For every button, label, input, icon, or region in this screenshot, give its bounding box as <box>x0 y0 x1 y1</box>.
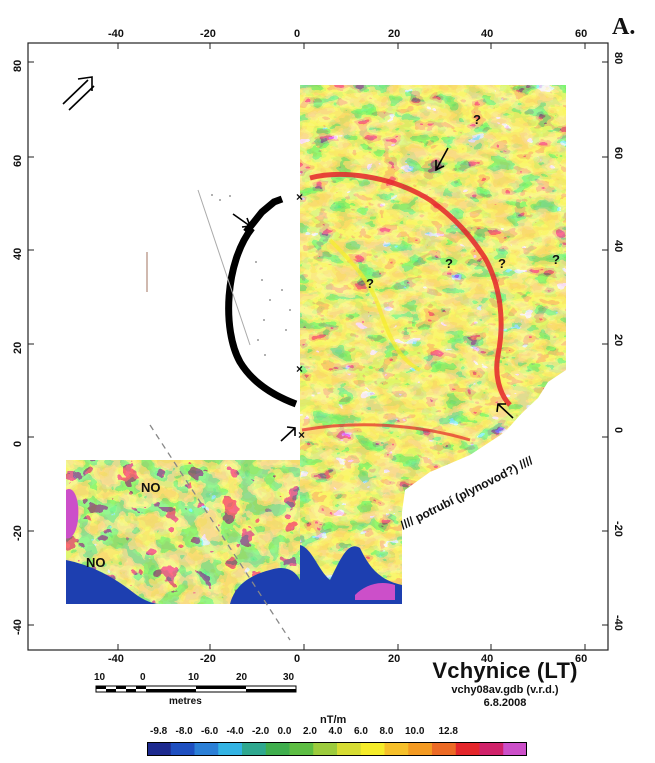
right-tick-label: 0 <box>612 427 624 434</box>
pointer-arrows <box>232 147 514 442</box>
top-tick-label: 0 <box>294 28 301 40</box>
map-file: vchy08av.gdb (v.r.d.) <box>451 684 559 696</box>
left-tick-label: 60 <box>12 154 24 167</box>
scale-tick-label: 0 <box>140 672 146 683</box>
top-tick-label: 20 <box>388 28 401 40</box>
panel-letter: A. <box>612 14 636 40</box>
left-tick-label: -40 <box>12 619 24 635</box>
title-block: Vchynice (LT) vchy08av.gdb (v.r.d.) 6.8.… <box>400 658 610 710</box>
bottom-tick-label: 20 <box>388 653 401 665</box>
right-tick-label: -40 <box>612 615 624 631</box>
scale-tick-label: 30 <box>283 672 295 683</box>
map-date: 6.8.2008 <box>483 697 527 709</box>
dotted-features <box>211 194 291 356</box>
scale-tick-label: 20 <box>236 672 248 683</box>
colorbar-label: 6.0 <box>354 726 368 737</box>
colorbar-swatch <box>265 742 290 756</box>
colorbar-swatch <box>242 742 267 756</box>
colorbar-swatch <box>455 742 480 756</box>
right-tick-label: 40 <box>612 240 624 253</box>
question-mark-3: ? <box>498 256 506 271</box>
colorbar-label: 8.0 <box>379 726 394 737</box>
left-tick-label: 20 <box>12 341 24 354</box>
top-tick-label: 40 <box>481 28 494 40</box>
bottom-tick-label: -20 <box>200 653 216 665</box>
left-tick-label: 80 <box>12 59 24 72</box>
left-tick-label: 0 <box>12 440 24 447</box>
question-mark-5: ? <box>366 276 374 291</box>
colorbar-label: 2.0 <box>303 726 317 737</box>
question-mark-1: ? <box>473 112 481 127</box>
top-tick-label: 60 <box>575 28 588 40</box>
colorbar-swatch <box>337 742 362 756</box>
x-mark-3: × <box>298 428 306 442</box>
colorbar-label: -9.8 <box>150 726 168 737</box>
survey-raster <box>66 85 566 604</box>
right-tick-label: 60 <box>612 147 624 160</box>
colorbar-swatch <box>289 742 314 756</box>
bottom-tick-label: -40 <box>108 653 124 665</box>
label-no-1: NO <box>141 480 161 495</box>
x-mark-2: × <box>296 362 304 376</box>
map-title: Vchynice (LT) <box>432 658 578 683</box>
label-no-2: NO <box>86 555 106 570</box>
top-tick-label: -40 <box>108 28 124 40</box>
colorbar-swatch <box>503 742 527 756</box>
scale-unit: metres <box>169 696 202 707</box>
colorbar-swatch <box>147 742 172 756</box>
colorbar-label: -8.0 <box>175 726 193 737</box>
colorbar-swatch <box>384 742 409 756</box>
north-arrow-icon <box>62 76 95 111</box>
left-tick-label: 40 <box>12 247 24 260</box>
colorbar-swatch <box>432 742 457 756</box>
bottom-tick-label: 0 <box>294 653 301 665</box>
colorbar-label: 12.8 <box>438 726 458 737</box>
colorbar-swatch <box>194 742 219 756</box>
colorbar-label: -2.0 <box>252 726 270 737</box>
colorbar-swatch <box>408 742 433 756</box>
colorbar-label: 4.0 <box>328 726 343 737</box>
bottom-tick-label: 60 <box>575 653 588 665</box>
scale-tick-label: 10 <box>94 672 106 683</box>
colorbar-label: -6.0 <box>201 726 219 737</box>
right-tick-label: 80 <box>612 52 624 65</box>
colorbar-swatch <box>218 742 243 756</box>
arc-feature <box>225 225 298 408</box>
bottom-tick-label: 40 <box>481 653 494 665</box>
colorbar-label: 0.0 <box>277 726 292 737</box>
colorbar-label: 10.0 <box>405 726 425 737</box>
left-tick-label: -20 <box>12 525 24 541</box>
scale-tick-label: 10 <box>188 672 200 683</box>
colorbar-swatch <box>360 742 385 756</box>
x-mark-1: × <box>296 190 304 204</box>
colorbar-swatch <box>479 742 504 756</box>
colorbar-unit: nT/m <box>320 714 347 726</box>
colorbar-swatch <box>170 742 195 756</box>
colorbar <box>147 742 527 756</box>
colorbar-label: -4.0 <box>226 726 244 737</box>
colorbar-swatch <box>313 742 338 756</box>
map-frame <box>27 42 609 651</box>
top-tick-label: -20 <box>200 28 216 40</box>
right-tick-label: -20 <box>612 521 624 537</box>
right-tick-label: 20 <box>612 334 624 347</box>
dashed-line <box>149 424 291 641</box>
question-mark-4: ? <box>552 252 560 267</box>
scale-bar <box>95 685 297 693</box>
map-canvas <box>27 42 609 651</box>
question-mark-2: ? <box>445 256 453 271</box>
